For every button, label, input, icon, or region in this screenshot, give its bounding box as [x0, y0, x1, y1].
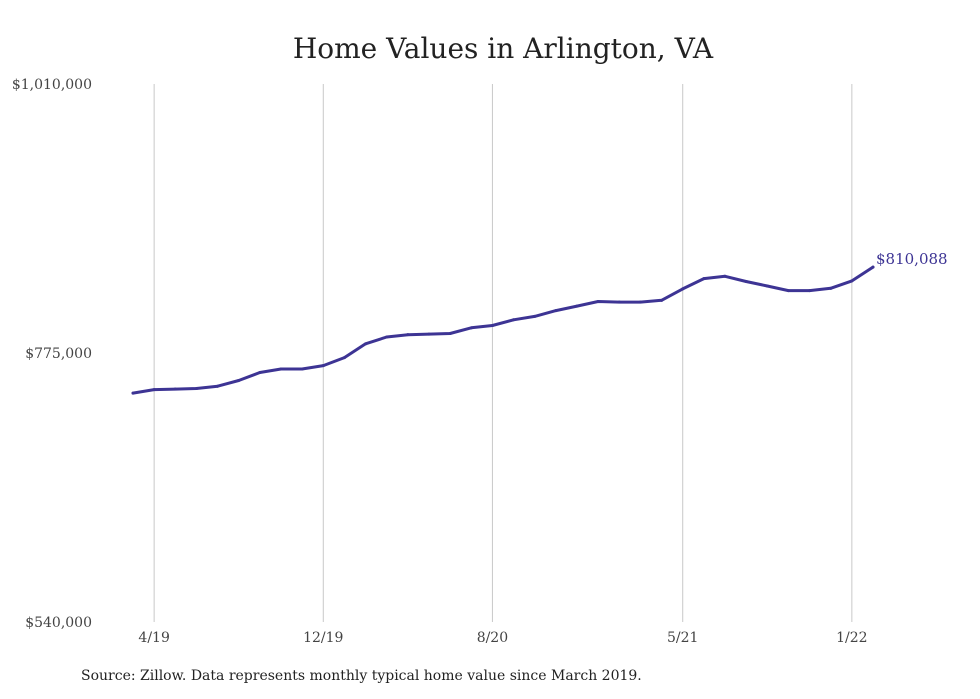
data-point-16: [469, 326, 473, 330]
data-point-4: [216, 384, 220, 388]
data-point-13: [406, 333, 410, 337]
y-tick-label-0: $1,010,000: [12, 77, 92, 93]
gridlines: [153, 84, 853, 622]
series-line: [131, 265, 875, 395]
y-tick-label-1: $775,000: [25, 346, 92, 362]
data-point-5: [237, 378, 241, 382]
data-point-33: [829, 286, 833, 290]
data-point-2: [173, 387, 177, 391]
x-axis-ticks: 4/19 12/19 8/20 5/21 1/22: [138, 630, 867, 646]
source-note: Source: Zillow. Data represents monthly …: [81, 668, 642, 684]
data-point-23: [617, 300, 621, 304]
data-point-30: [765, 284, 769, 288]
data-point-0: [131, 391, 135, 395]
x-tick-label-4: 1/22: [836, 630, 867, 646]
data-point-28: [723, 274, 727, 278]
data-point-8: [300, 367, 304, 371]
y-axis-ticks: $1,010,000 $775,000 $540,000: [12, 77, 92, 631]
data-point-11: [364, 342, 368, 346]
data-point-27: [702, 277, 706, 281]
data-point-22: [596, 299, 600, 303]
data-point-9: [321, 364, 325, 368]
data-point-10: [342, 356, 346, 360]
data-point-3: [194, 386, 198, 390]
data-point-26: [681, 287, 685, 291]
data-point-35: [871, 265, 875, 269]
data-point-6: [258, 370, 262, 374]
x-tick-label-2: 8/20: [477, 630, 508, 646]
data-point-7: [279, 367, 283, 371]
data-point-14: [427, 332, 431, 336]
x-tick-label-3: 5/21: [667, 630, 698, 646]
data-point-19: [533, 314, 537, 318]
data-point-31: [786, 289, 790, 293]
data-point-1: [152, 388, 156, 392]
data-point-25: [660, 298, 664, 302]
data-point-21: [575, 304, 579, 308]
data-point-17: [490, 324, 494, 328]
end-value-label: $810,088: [876, 250, 948, 268]
data-point-24: [638, 300, 642, 304]
data-point-20: [554, 309, 558, 313]
data-point-15: [448, 332, 452, 336]
y-tick-label-2: $540,000: [25, 615, 92, 631]
x-tick-label-0: 4/19: [138, 630, 169, 646]
x-tick-label-1: 12/19: [303, 630, 343, 646]
data-point-12: [385, 335, 389, 339]
series: $810,088: [131, 250, 948, 395]
data-point-18: [512, 318, 516, 322]
data-point-29: [744, 279, 748, 283]
data-point-32: [808, 289, 812, 293]
data-point-34: [850, 279, 854, 283]
chart-title: Home Values in Arlington, VA: [293, 32, 714, 65]
